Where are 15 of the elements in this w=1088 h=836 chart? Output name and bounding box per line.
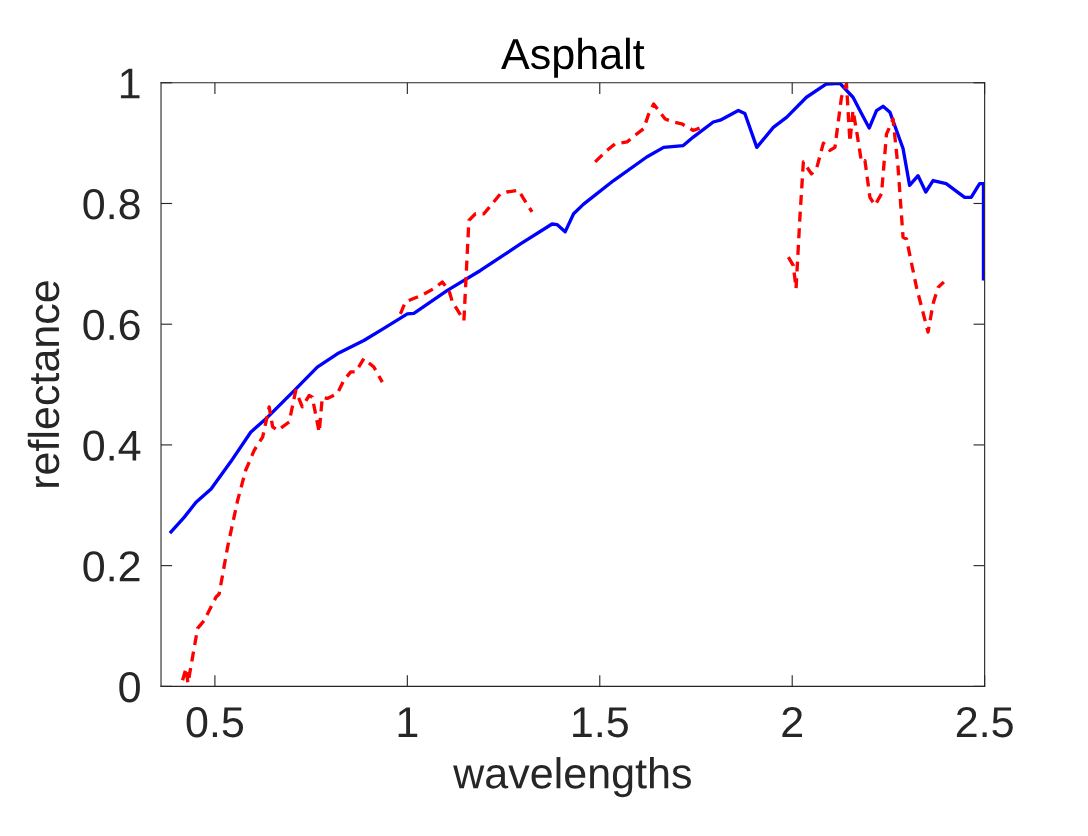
y-axis-title: reflectance — [27, 281, 60, 487]
y-tick-label: 0 — [119, 671, 140, 703]
line-series — [169, 82, 985, 534]
y-tick-label: 0.8 — [83, 189, 140, 220]
chart-title: Asphalt — [501, 37, 645, 78]
x-tick-label: 0.5 — [186, 706, 244, 738]
x-tick-label: 2 — [782, 706, 803, 737]
x-tick-label: 1.5 — [573, 707, 628, 738]
y-tick-label: 1 — [120, 68, 140, 99]
x-tick-label: 1 — [398, 707, 418, 737]
x-tick-label: 2.5 — [956, 706, 1013, 738]
x-axis-title: wavelengths — [453, 757, 691, 798]
y-tick-label: 0.2 — [83, 551, 140, 582]
y-tick-label: 0.6 — [83, 309, 140, 341]
y-tick-label: 0.4 — [83, 430, 141, 461]
